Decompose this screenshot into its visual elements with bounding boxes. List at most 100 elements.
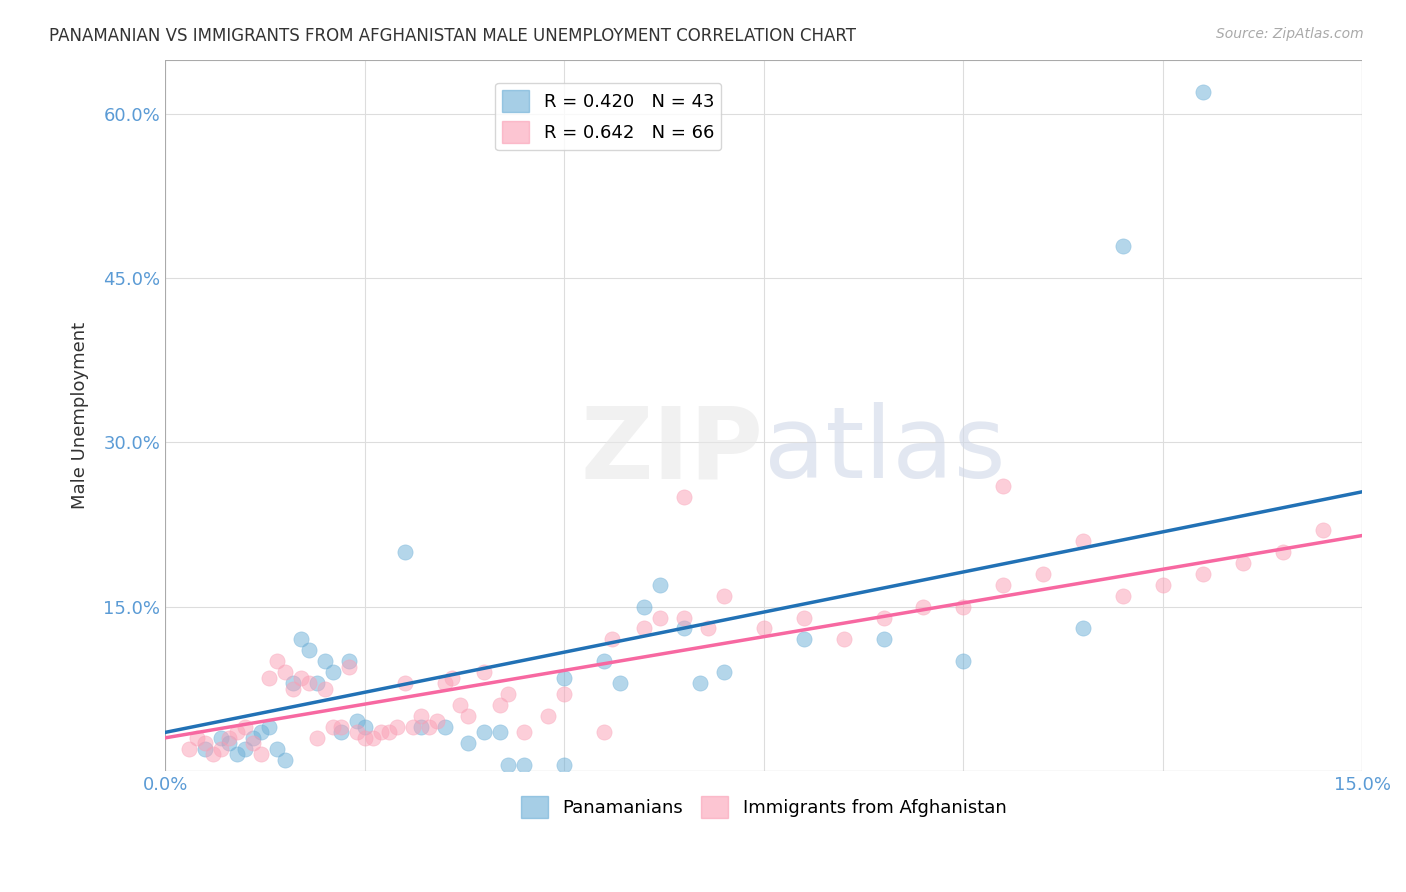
Point — [226, 747, 249, 762]
Point — [689, 676, 711, 690]
Point — [257, 720, 280, 734]
Y-axis label: Male Unemployment: Male Unemployment — [72, 322, 89, 508]
Point — [377, 725, 399, 739]
Point — [186, 731, 208, 745]
Point — [1071, 533, 1094, 548]
Point — [266, 741, 288, 756]
Point — [993, 578, 1015, 592]
Point — [281, 681, 304, 696]
Point — [952, 599, 974, 614]
Point — [242, 736, 264, 750]
Point — [250, 725, 273, 739]
Point — [409, 709, 432, 723]
Point — [361, 731, 384, 745]
Point — [290, 671, 312, 685]
Point — [672, 622, 695, 636]
Point — [1192, 566, 1215, 581]
Point — [952, 654, 974, 668]
Point — [593, 654, 616, 668]
Point — [274, 665, 297, 680]
Point — [266, 654, 288, 668]
Point — [346, 725, 368, 739]
Point — [1232, 556, 1254, 570]
Point — [498, 758, 520, 772]
Point — [346, 714, 368, 729]
Point — [218, 731, 240, 745]
Point — [793, 632, 815, 647]
Point — [713, 665, 735, 680]
Point — [498, 687, 520, 701]
Point — [250, 747, 273, 762]
Point — [353, 731, 375, 745]
Point — [353, 720, 375, 734]
Point — [1032, 566, 1054, 581]
Text: ZIP: ZIP — [581, 402, 763, 500]
Point — [633, 622, 655, 636]
Point — [1312, 523, 1334, 537]
Point — [370, 725, 392, 739]
Point — [600, 632, 623, 647]
Point — [1112, 238, 1135, 252]
Point — [1112, 589, 1135, 603]
Point — [457, 709, 479, 723]
Point — [872, 632, 894, 647]
Point — [305, 731, 328, 745]
Point — [648, 578, 671, 592]
Point — [202, 747, 225, 762]
Legend: Panamanians, Immigrants from Afghanistan: Panamanians, Immigrants from Afghanistan — [513, 789, 1014, 826]
Point — [1071, 622, 1094, 636]
Point — [513, 758, 536, 772]
Point — [912, 599, 935, 614]
Point — [257, 671, 280, 685]
Point — [450, 698, 472, 712]
Point — [713, 589, 735, 603]
Point — [433, 676, 456, 690]
Point — [298, 643, 321, 657]
Text: Source: ZipAtlas.com: Source: ZipAtlas.com — [1216, 27, 1364, 41]
Point — [474, 725, 496, 739]
Point — [218, 736, 240, 750]
Point — [337, 654, 360, 668]
Point — [233, 741, 256, 756]
Point — [401, 720, 423, 734]
Point — [672, 610, 695, 624]
Text: PANAMANIAN VS IMMIGRANTS FROM AFGHANISTAN MALE UNEMPLOYMENT CORRELATION CHART: PANAMANIAN VS IMMIGRANTS FROM AFGHANISTA… — [49, 27, 856, 45]
Point — [394, 545, 416, 559]
Point — [298, 676, 321, 690]
Text: atlas: atlas — [763, 402, 1005, 500]
Point — [441, 671, 464, 685]
Point — [993, 479, 1015, 493]
Point — [752, 622, 775, 636]
Point — [1152, 578, 1174, 592]
Point — [209, 731, 232, 745]
Point — [394, 676, 416, 690]
Point — [489, 698, 512, 712]
Point — [832, 632, 855, 647]
Point — [793, 610, 815, 624]
Point — [209, 741, 232, 756]
Point — [1192, 86, 1215, 100]
Point — [513, 725, 536, 739]
Point — [177, 741, 200, 756]
Point — [1271, 545, 1294, 559]
Point — [537, 709, 560, 723]
Point — [697, 622, 720, 636]
Point — [322, 665, 344, 680]
Point — [194, 741, 217, 756]
Point — [553, 758, 575, 772]
Point — [489, 725, 512, 739]
Point — [226, 725, 249, 739]
Point — [290, 632, 312, 647]
Point — [194, 736, 217, 750]
Point — [425, 714, 447, 729]
Point — [553, 671, 575, 685]
Point — [672, 490, 695, 504]
Point — [553, 687, 575, 701]
Point — [329, 720, 352, 734]
Point — [281, 676, 304, 690]
Point — [329, 725, 352, 739]
Point — [337, 659, 360, 673]
Point — [457, 736, 479, 750]
Point — [593, 725, 616, 739]
Point — [633, 599, 655, 614]
